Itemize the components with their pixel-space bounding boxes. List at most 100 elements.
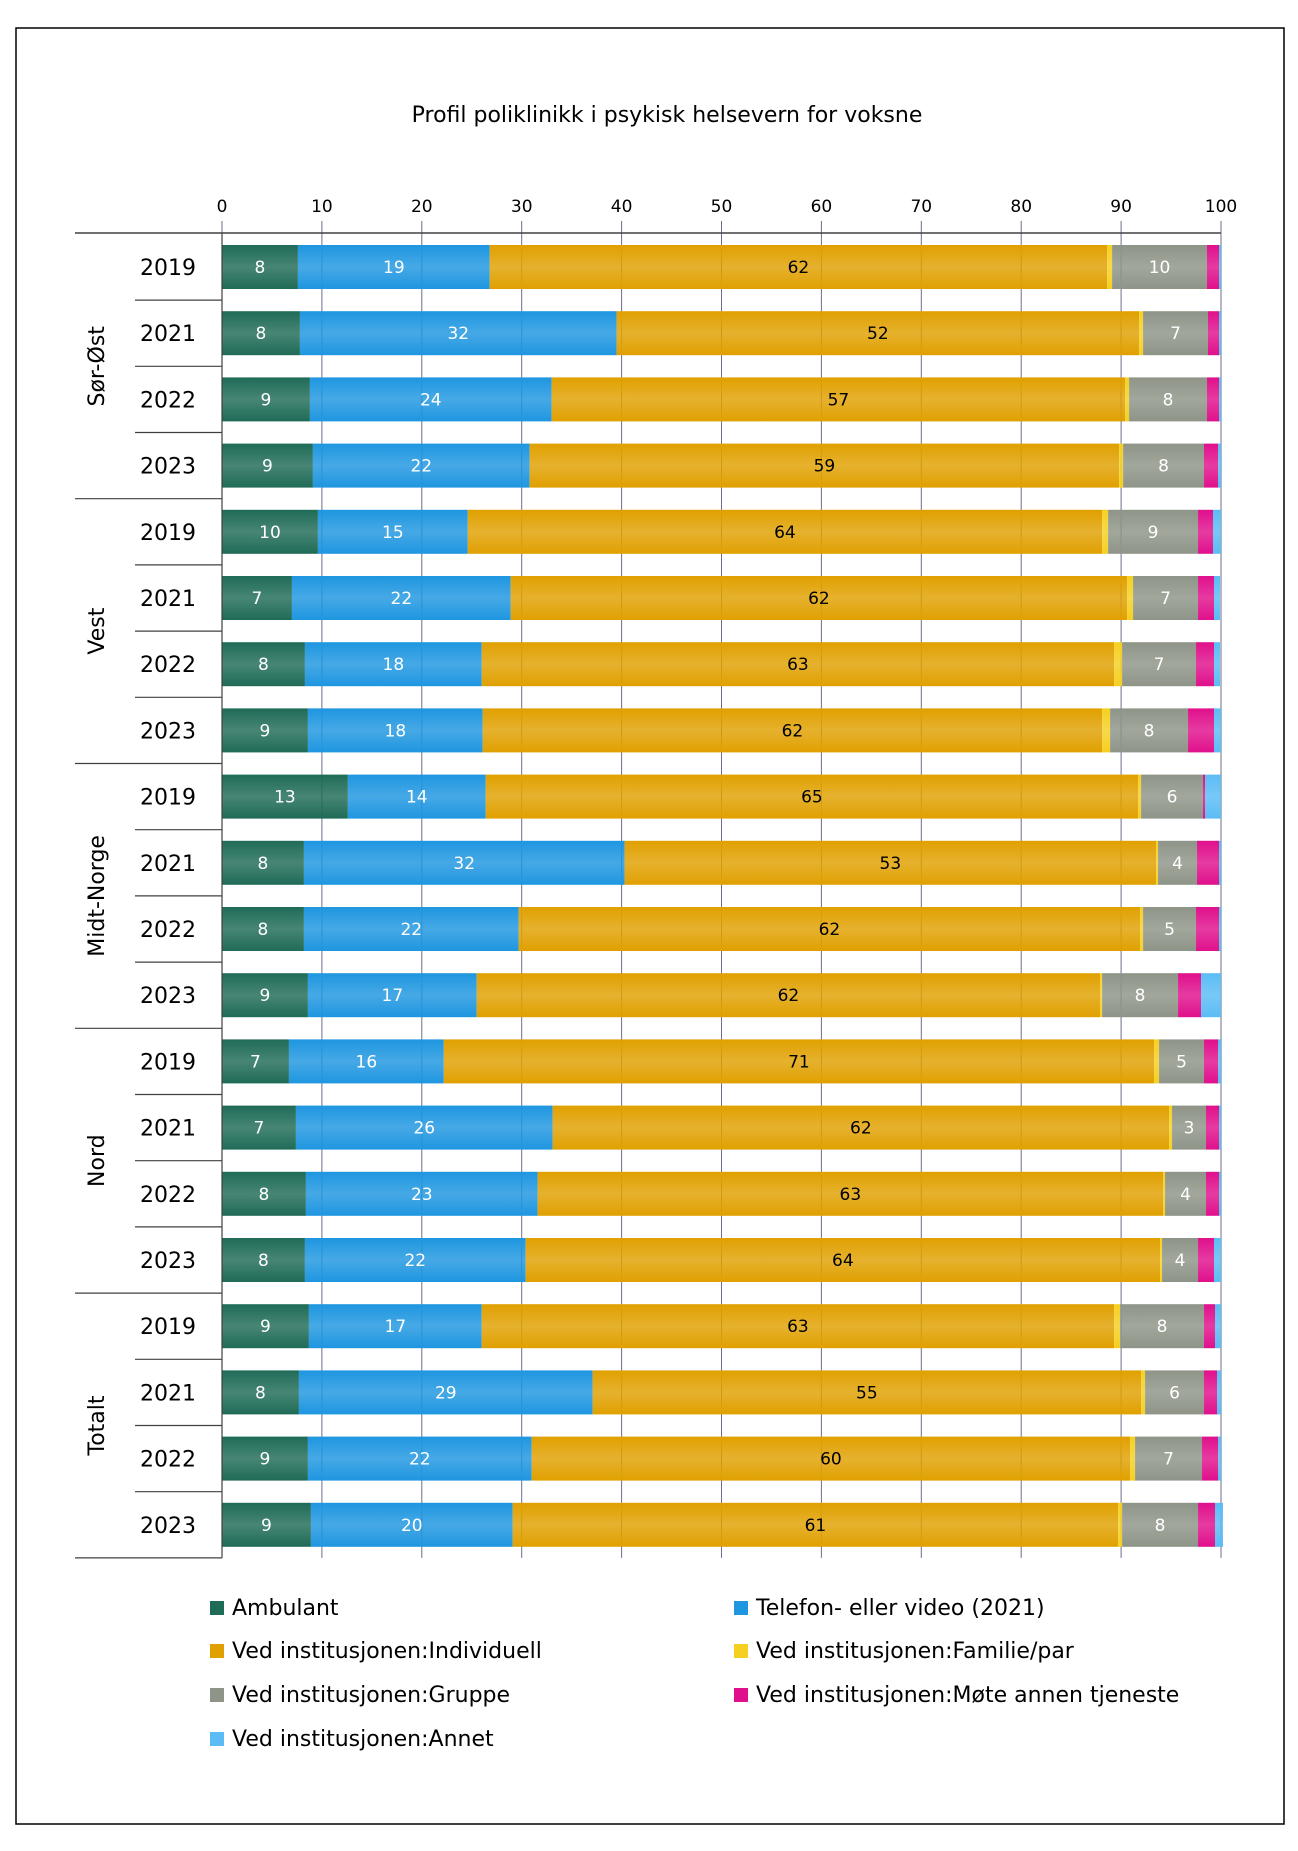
bar-segment [1120, 1304, 1205, 1349]
year-label: 2023 [140, 455, 196, 480]
bar-segment [304, 642, 482, 687]
data-label: 62 [808, 589, 830, 609]
x-tick-label: 100 [1205, 197, 1237, 217]
bar-segment [1197, 840, 1220, 885]
bar-segment [1218, 1436, 1221, 1481]
year-label: 2019 [140, 786, 196, 811]
bar-segment [222, 1039, 289, 1084]
data-label: 26 [413, 1119, 435, 1139]
bar-segment [1215, 1304, 1221, 1349]
data-label: 8 [259, 1185, 270, 1205]
data-label: 18 [383, 655, 405, 675]
bars [222, 245, 1223, 1547]
legend-swatch [210, 1688, 224, 1702]
data-label: 64 [774, 523, 796, 543]
data-label: 8 [1163, 390, 1174, 410]
bar-segment [222, 1171, 306, 1216]
bar-segment [288, 1039, 444, 1084]
bar-segment [529, 443, 1120, 488]
bar-segment [1165, 1171, 1207, 1216]
legend: Ambulant Telefon- eller video (2021) Ved i… [210, 1596, 1179, 1752]
bar-segment [1218, 443, 1221, 488]
legend-item: Telefon- eller video (2021) [734, 1596, 1045, 1621]
bar-segment [1135, 1436, 1203, 1481]
data-label: 7 [1154, 655, 1165, 675]
bar-segment [1219, 245, 1221, 289]
bar-segment [303, 907, 519, 951]
year-label: 2021 [140, 1381, 196, 1406]
bar-segment [305, 1171, 538, 1216]
bar-segment [1218, 1039, 1221, 1084]
bar-segment [347, 774, 486, 819]
bar-segment [1130, 1436, 1136, 1481]
bar-segment [222, 1238, 305, 1282]
bar-segment [1198, 509, 1214, 554]
data-label: 62 [819, 920, 841, 940]
x-tick-label: 50 [711, 197, 733, 217]
year-label: 2019 [140, 1050, 196, 1075]
bar-segment [1219, 1171, 1221, 1216]
bar-segment [1213, 509, 1221, 554]
bar-segment [308, 1304, 482, 1349]
year-label: 2023 [140, 1249, 196, 1274]
bar-segment [624, 840, 1157, 885]
bar-segment [1214, 1238, 1221, 1282]
data-label: 8 [1155, 1516, 1166, 1536]
bar-segment [222, 1436, 308, 1481]
bar-segment [1154, 1039, 1160, 1084]
bar-segment [512, 1502, 1119, 1547]
bar-segment [222, 1105, 296, 1150]
bar-segment [222, 973, 308, 1018]
x-tick-label: 70 [910, 197, 932, 217]
data-label: 4 [1180, 1185, 1191, 1205]
bar-segment [510, 576, 1128, 620]
data-label: 5 [1164, 920, 1175, 940]
data-label: 65 [801, 788, 823, 808]
bar-segment [304, 1238, 526, 1282]
bar-segment [1215, 1502, 1223, 1547]
legend-item: Ved institusjonen:Gruppe [210, 1683, 510, 1708]
chart-title: Profil poliklinikk i psykisk helsevern f… [412, 103, 923, 128]
bar-segment [222, 708, 308, 753]
bar-segment [1143, 907, 1197, 951]
bar-segment [552, 1105, 1170, 1150]
data-label: 8 [255, 1383, 266, 1403]
data-label: 7 [1170, 324, 1181, 344]
bar-segment [1204, 1370, 1218, 1415]
year-label: 2019 [140, 1315, 196, 1340]
legend-swatch [734, 1601, 748, 1615]
x-tick-label: 20 [411, 197, 433, 217]
year-label: 2019 [140, 256, 196, 281]
data-label: 59 [814, 457, 836, 477]
bar-segment [222, 774, 348, 819]
bar-segment [1129, 377, 1208, 422]
data-label: 8 [1158, 457, 1169, 477]
year-label: 2019 [140, 521, 196, 546]
legend-item: Ved institusjonen:Individuell [210, 1639, 542, 1664]
data-label: 63 [840, 1185, 862, 1205]
data-label: 22 [391, 589, 413, 609]
data-label: 9 [260, 1317, 271, 1337]
data-label: 9 [260, 721, 271, 741]
bar-segment [303, 840, 625, 885]
bar-segment [592, 1370, 1142, 1415]
data-label: 17 [385, 1317, 407, 1337]
bar-segment [1219, 840, 1221, 885]
data-label: 62 [850, 1119, 872, 1139]
legend-label: Ved institusjonen:Møte annen tjeneste [756, 1683, 1179, 1708]
bar-segment [1214, 642, 1221, 687]
x-axis-ticks: 0 10 20 30 40 50 60 70 80 90 100 [75, 197, 1237, 234]
bar-segment [1204, 1039, 1219, 1084]
year-label: 2022 [140, 918, 196, 943]
data-label: 13 [274, 788, 296, 808]
data-label: 5 [1176, 1052, 1187, 1072]
bar-segment [1219, 311, 1221, 356]
bar-segment [291, 576, 511, 620]
bar-segment [222, 1304, 309, 1349]
group-label: Totalt [85, 1395, 110, 1456]
bar-segment [307, 973, 477, 1018]
bar-segment [518, 907, 1141, 951]
bar-segment [299, 311, 617, 356]
data-label: 7 [254, 1119, 265, 1139]
